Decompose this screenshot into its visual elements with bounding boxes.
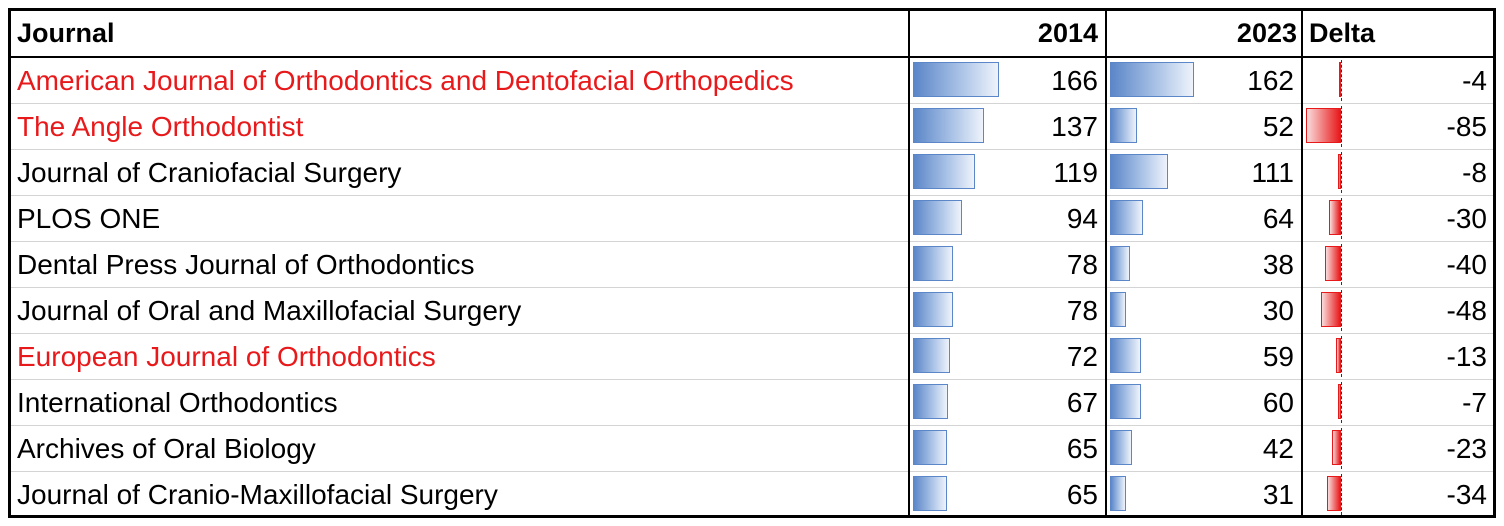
journal-cell[interactable]: European Journal of Orthodontics (17, 341, 436, 372)
journal-cell[interactable]: American Journal of Orthodontics and Den… (17, 65, 794, 96)
value-2014-cell[interactable]: 72 (1066, 341, 1098, 372)
delta-bar (1336, 338, 1341, 373)
data-bar-2023 (1110, 430, 1132, 465)
data-bar-2023 (1110, 108, 1137, 143)
data-bar-2014 (913, 108, 984, 143)
delta-cell[interactable]: -23 (1446, 433, 1487, 464)
value-2023-cell[interactable]: 30 (1262, 295, 1294, 326)
value-2023-cell[interactable]: 162 (1247, 65, 1294, 96)
journal-table: Journal 2014 2023 Delta American Journal… (8, 8, 1496, 518)
delta-axis (1341, 152, 1342, 193)
table-row: Journal of Oral and Maxillofacial Surger… (11, 288, 1493, 334)
column-divider (1301, 11, 1303, 515)
data-bar-2014 (913, 384, 948, 419)
journal-cell[interactable]: Dental Press Journal of Orthodontics (17, 249, 475, 280)
header-delta[interactable]: Delta (1309, 18, 1376, 48)
delta-bar (1329, 200, 1341, 235)
delta-cell[interactable]: -30 (1446, 203, 1487, 234)
delta-cell[interactable]: -40 (1446, 249, 1487, 280)
value-2023-cell[interactable]: 64 (1262, 203, 1294, 234)
delta-bar (1339, 62, 1341, 97)
journal-cell[interactable]: International Orthodontics (17, 387, 338, 418)
table-row: Dental Press Journal of Orthodontics 78 38… (11, 242, 1493, 288)
value-2014-cell[interactable]: 119 (1053, 157, 1098, 188)
delta-bar (1327, 476, 1341, 511)
delta-cell[interactable]: -34 (1446, 479, 1487, 510)
data-bar-2023 (1110, 200, 1143, 235)
delta-axis (1341, 428, 1342, 469)
delta-cell[interactable]: -7 (1462, 387, 1487, 418)
header-row: Journal 2014 2023 Delta (11, 11, 1493, 58)
value-2023-cell[interactable]: 38 (1262, 249, 1294, 280)
delta-axis (1341, 60, 1342, 101)
data-bar-2023 (1110, 338, 1141, 373)
value-2014-cell[interactable]: 65 (1066, 433, 1098, 464)
data-bar-2014 (913, 338, 950, 373)
journal-cell[interactable]: Journal of Craniofacial Surgery (17, 157, 402, 188)
column-divider (1105, 11, 1107, 515)
value-2023-cell[interactable]: 59 (1262, 341, 1294, 372)
journal-cell[interactable]: Journal of Oral and Maxillofacial Surger… (17, 295, 522, 326)
delta-bar (1338, 154, 1341, 189)
value-2014-cell[interactable]: 78 (1066, 249, 1098, 280)
delta-axis (1341, 290, 1342, 331)
value-2014-cell[interactable]: 65 (1066, 479, 1098, 510)
journal-cell[interactable]: The Angle Orthodontist (17, 111, 304, 142)
delta-axis (1341, 474, 1342, 515)
table-row: Journal of Cranio-Maxillofacial Surgery 6… (11, 472, 1493, 518)
delta-cell[interactable]: -48 (1446, 295, 1487, 326)
delta-axis (1341, 244, 1342, 285)
journal-cell[interactable]: Archives of Oral Biology (17, 433, 316, 464)
value-2014-cell[interactable]: 137 (1051, 111, 1098, 142)
value-2023-cell[interactable]: 60 (1262, 387, 1294, 418)
delta-axis (1341, 336, 1342, 377)
value-2023-cell[interactable]: 111 (1251, 157, 1294, 188)
table-row: American Journal of Orthodontics and Den… (11, 58, 1493, 104)
header-2014[interactable]: 2014 (1037, 18, 1098, 48)
value-2023-cell[interactable]: 42 (1262, 433, 1294, 464)
data-bar-2023 (1110, 246, 1130, 281)
data-bar-2023 (1110, 62, 1194, 97)
data-bar-2023 (1110, 476, 1126, 511)
delta-axis (1341, 198, 1342, 239)
delta-cell[interactable]: -13 (1446, 341, 1487, 372)
delta-axis (1341, 382, 1342, 423)
data-bar-2023 (1110, 154, 1168, 189)
delta-axis (1341, 106, 1342, 147)
header-2023[interactable]: 2023 (1236, 18, 1297, 48)
value-2014-cell[interactable]: 166 (1051, 65, 1098, 96)
value-2014-cell[interactable]: 94 (1066, 203, 1098, 234)
delta-bar (1332, 430, 1341, 465)
data-bar-2023 (1110, 384, 1141, 419)
header-journal[interactable]: Journal (17, 18, 115, 48)
data-bar-2014 (913, 476, 947, 511)
delta-bar (1306, 108, 1341, 143)
delta-cell[interactable]: -4 (1462, 65, 1487, 96)
journal-cell[interactable]: Journal of Cranio-Maxillofacial Surgery (17, 479, 498, 510)
value-2014-cell[interactable]: 67 (1066, 387, 1098, 418)
table-row: European Journal of Orthodontics 72 59 -13 (11, 334, 1493, 380)
data-bar-2014 (913, 62, 999, 97)
table-row: PLOS ONE 94 64 -30 (11, 196, 1493, 242)
delta-bar (1321, 292, 1341, 327)
data-bar-2014 (913, 200, 962, 235)
value-2014-cell[interactable]: 78 (1066, 295, 1098, 326)
column-divider (908, 11, 910, 515)
value-2023-cell[interactable]: 52 (1262, 111, 1294, 142)
delta-bar (1338, 384, 1341, 419)
journal-cell[interactable]: PLOS ONE (17, 203, 161, 234)
table-row: International Orthodontics 67 60 -7 (11, 380, 1493, 426)
delta-bar (1325, 246, 1341, 281)
data-bar-2014 (913, 430, 947, 465)
table-row: Journal of Craniofacial Surgery 119 111 -8 (11, 150, 1493, 196)
data-bar-2014 (913, 154, 975, 189)
data-bar-2014 (913, 246, 953, 281)
data-bar-2023 (1110, 292, 1126, 327)
value-2023-cell[interactable]: 31 (1262, 479, 1294, 510)
delta-cell[interactable]: -85 (1446, 111, 1487, 142)
delta-cell[interactable]: -8 (1462, 157, 1487, 188)
table-row: The Angle Orthodontist 137 52 -85 (11, 104, 1493, 150)
table-row: Archives of Oral Biology 65 42 -23 (11, 426, 1493, 472)
data-bar-2014 (913, 292, 953, 327)
